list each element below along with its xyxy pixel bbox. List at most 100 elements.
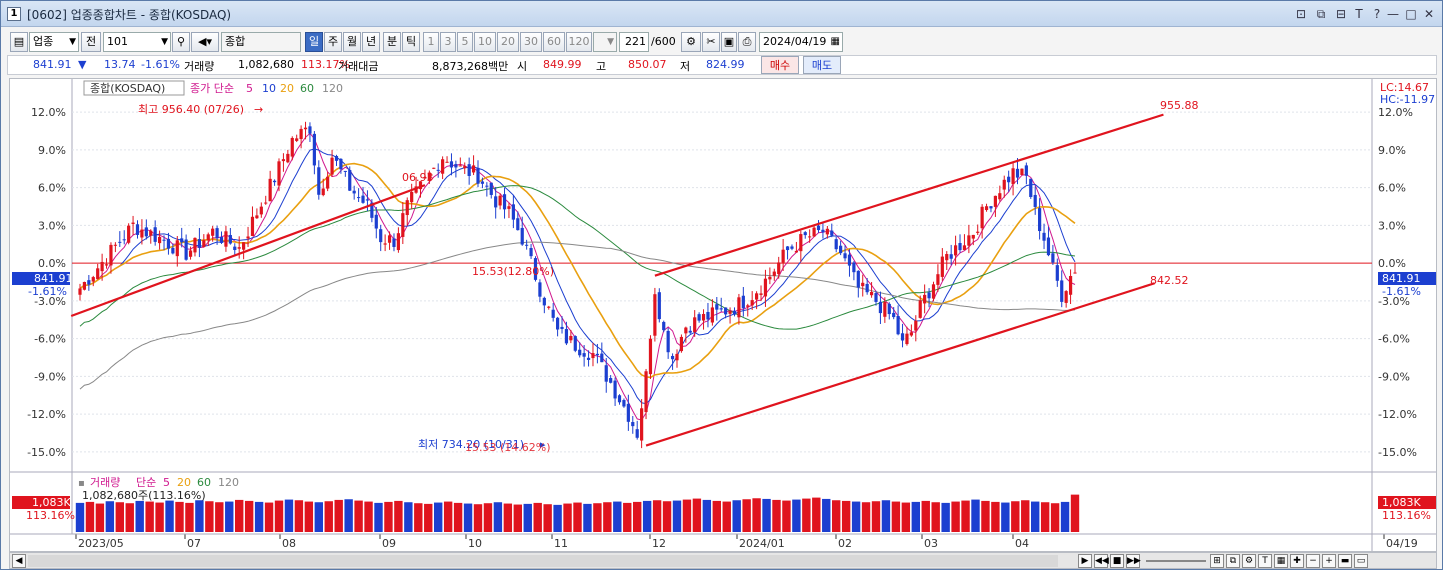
candle-body [127,225,131,243]
settings-icon[interactable]: ⚙ [1242,554,1256,568]
volume-bar [901,502,911,532]
volume-legend-ma5: 5 [163,476,170,489]
play-icon[interactable]: ▶▶ [1126,554,1141,568]
zoom-in-icon[interactable]: ⊞ [1210,554,1224,568]
interval-1[interactable]: 1 [423,32,439,52]
close-icon[interactable]: ✕ [1423,7,1435,21]
interval-30[interactable]: 30 [520,32,542,52]
candle-body [1068,275,1073,295]
chart-area[interactable]: 12.0% 9.0% 6.0% 3.0% 0.0% -3.0% -6.0% -9.0% -12.… [9,78,1437,552]
period-minute[interactable]: 분 [383,32,401,52]
chart-scrollbar[interactable]: ◀ ▶ ◀◀ ■ ▶▶ ⊞ ⧉ ⚙ T ▦ ✚ − + ▬ ▭ [9,552,1437,569]
scroll-track[interactable] [28,555,1058,567]
volume-bar [851,501,861,532]
market-select[interactable]: 업종 ▼ [29,32,79,52]
legend-index-box [83,80,185,96]
volume-bar [712,500,721,532]
candle-body [914,320,918,331]
candle-body [436,169,440,171]
sound-icon[interactable]: ◀▾ [191,32,219,52]
candle-body [237,247,241,249]
scroll-right-icon[interactable]: ▶ [1078,554,1092,568]
tool-icon[interactable]: ✂ [702,32,720,52]
volume-bar [802,498,811,532]
prefix-button[interactable]: 전 [81,32,101,52]
volume-bar [633,501,642,532]
period-month[interactable]: 월 [343,32,361,52]
candle-body [808,236,812,238]
candle-body [264,202,268,204]
volume-legend-ma60: 60 [197,476,211,489]
calendar-icon[interactable]: ▦ [830,36,840,47]
plus-icon[interactable]: + [1322,554,1336,568]
candle-body [816,225,821,231]
period-tick[interactable]: 틱 [402,32,420,52]
code-input[interactable]: 101 ▼ [103,32,171,52]
candle-body [1024,165,1028,176]
volume-bar [971,499,980,532]
minimize-icon[interactable]: — [1387,7,1399,21]
candle-body [923,294,927,304]
link-icon[interactable]: ⊡ [1295,7,1307,21]
volume-bar [861,502,871,532]
y-tick-label-left: 12.0% [31,106,66,119]
copy-icon[interactable]: ⧉ [1316,7,1326,21]
volume-bar [115,502,124,532]
candlesticks [78,121,1077,449]
window-number-badge[interactable]: 1 [7,7,21,21]
interval-5[interactable]: 5 [457,32,473,52]
candle-body [662,321,666,331]
candle-body [931,284,936,299]
interval-3[interactable]: 3 [440,32,456,52]
grid-icon[interactable]: ▦ [1274,554,1288,568]
price-chart[interactable]: 12.0% 9.0% 6.0% 3.0% 0.0% -3.0% -6.0% -9.0% -12.… [10,79,1436,551]
search-icon[interactable]: ⚲ [172,32,190,52]
candle-body [958,243,962,251]
zoom-out-icon[interactable]: ▬ [1338,554,1352,568]
zoom-slider[interactable] [1146,560,1206,562]
pin-icon[interactable]: ⊟ [1335,7,1347,21]
y-tick-label-right: -3.0% [1378,295,1410,308]
interval-60[interactable]: 60 [543,32,565,52]
period-day[interactable]: 일 [305,32,323,52]
candle-body [927,292,931,299]
save-icon[interactable]: ▣ [721,32,737,52]
candle-body [290,137,294,157]
volume-bar [553,504,562,532]
layout-icon[interactable]: ▤ [10,32,28,52]
interval-10[interactable]: 10 [474,32,496,52]
period-week[interactable]: 주 [324,32,342,52]
maximize-icon[interactable]: □ [1405,7,1417,21]
indicator-icon[interactable]: ⚙ [681,32,701,52]
volume-bar [493,502,503,532]
zoom-max-icon[interactable]: ▭ [1354,554,1368,568]
sell-button[interactable]: 매도 [803,56,841,74]
stop-icon[interactable]: ■ [1110,554,1124,568]
text-icon[interactable]: T [1258,554,1272,568]
font-icon[interactable]: T [1355,7,1363,21]
y-axis-left: 12.0% 9.0% 6.0% 3.0% 0.0% -3.0% -6.0% -9.0% -12.… [27,106,66,459]
print-icon[interactable]: ⎙ [738,32,756,52]
buy-button[interactable]: 매수 [761,56,799,74]
scroll-start-icon[interactable]: ◀◀ [1094,554,1109,568]
period-year[interactable]: 년 [362,32,380,52]
count-input[interactable]: 221 [619,32,649,52]
candle-body [980,206,984,229]
date-input[interactable]: 2024/04/19 ▦ [759,32,843,52]
volume-bar [1040,502,1050,532]
help-icon[interactable]: ? [1373,7,1381,21]
interval-custom[interactable]: ▼ [593,32,617,52]
legend-ma60: 60 [300,82,314,95]
volume-bar [881,500,891,532]
dash-icon[interactable]: − [1306,554,1320,568]
candle-body [113,244,117,246]
interval-120[interactable]: 120 [566,32,592,52]
volume-badge-right [1378,496,1436,509]
candle-body [259,206,263,215]
volume-bar [672,500,682,532]
interval-20[interactable]: 20 [497,32,519,52]
volume-bar [314,502,323,532]
scroll-left-icon[interactable]: ◀ [12,554,26,568]
fit-icon[interactable]: ⧉ [1226,554,1240,568]
crosshair-icon[interactable]: ✚ [1290,554,1304,568]
